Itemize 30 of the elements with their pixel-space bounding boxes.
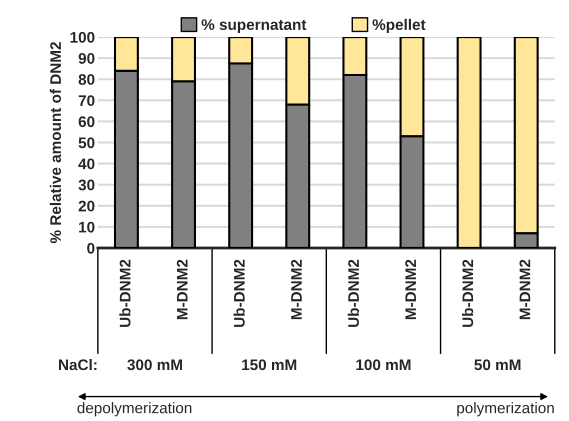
y-tick-label: 50 [78, 137, 94, 148]
x-tick-label: M-DNM2 [176, 260, 188, 320]
y-tick-label: 100 [70, 32, 94, 43]
x-tick-label: M-DNM2 [520, 260, 530, 320]
text: 50 mM [474, 359, 520, 370]
y-axis-title: % Relative amount of DNM2 [50, 42, 62, 244]
text: 300 mM [127, 359, 182, 370]
y-tick-label: 70 [78, 95, 94, 106]
y-tick-label: 0 [87, 242, 94, 254]
text: polymerization [457, 402, 554, 416]
x-tick-label: Ub-DNM2 [234, 260, 245, 327]
text: 150 mM [242, 359, 296, 370]
x-tick-label: Ub-DNM2 [348, 260, 359, 327]
bar [456, 37, 482, 248]
y-tick-label: 40 [78, 158, 94, 170]
text: NaCl: [58, 358, 96, 370]
y-tick-label: 30 [78, 180, 94, 190]
text: 100 mM [356, 359, 410, 370]
y-tick-label: 60 [78, 116, 94, 128]
legend-label: % supernatant [202, 19, 306, 34]
x-tick-label: Ub-DNM2 [462, 260, 474, 327]
y-tick-label: 10 [79, 222, 94, 233]
x-tick-label: M-DNM2 [291, 260, 302, 320]
text: depolymerization [77, 402, 192, 416]
x-tick-label: M-DNM2 [405, 260, 416, 320]
y-tick-label: 80 [78, 74, 94, 85]
y-tick-label: 20 [78, 200, 94, 212]
y-tick-label: 90 [78, 53, 94, 64]
legend-label: %pellet [372, 18, 426, 34]
x-tick-label: Ub-DNM2 [119, 260, 131, 327]
